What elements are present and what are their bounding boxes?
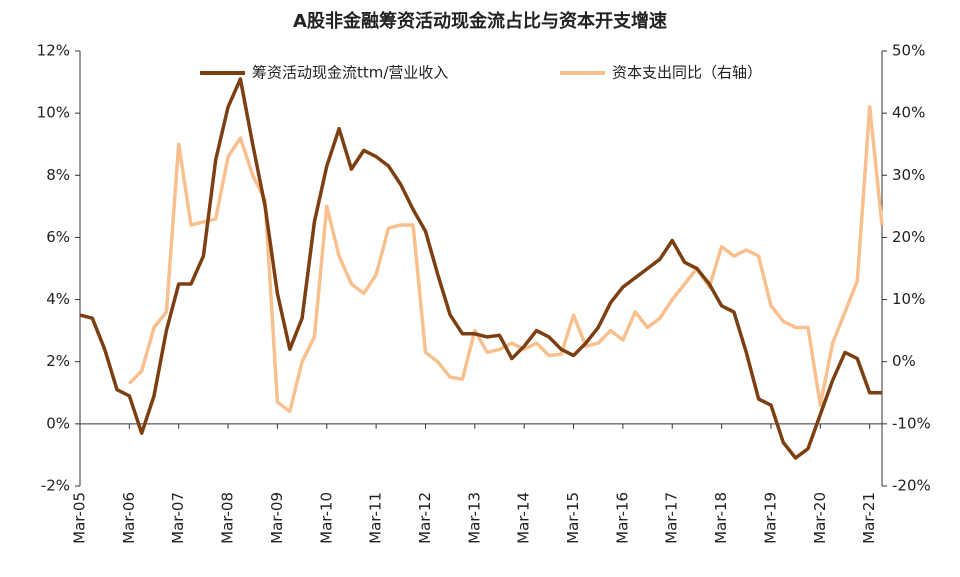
x-tick-label: Mar-19 [761, 492, 779, 544]
y2-tick-label: 40% [892, 104, 925, 122]
x-tick-label: Mar-07 [169, 492, 187, 544]
x-tick-label: Mar-08 [219, 492, 237, 544]
x-tick-label: Mar-12 [416, 492, 434, 544]
x-tick-label: Mar-09 [268, 492, 286, 544]
y-tick-label: 8% [46, 166, 70, 184]
y-tick-label: 0% [46, 414, 70, 432]
y-tick-label: 4% [46, 290, 70, 308]
y2-tick-label: -20% [892, 477, 931, 495]
y2-tick-label: -10% [892, 414, 931, 432]
legend-label: 资本支出同比（右轴） [612, 64, 762, 82]
y2-tick-label: 30% [892, 166, 925, 184]
x-tick-label: Mar-16 [613, 492, 631, 544]
x-tick-label: Mar-17 [663, 492, 681, 544]
x-tick-label: Mar-18 [712, 492, 730, 544]
y-tick-label: 10% [37, 104, 70, 122]
x-tick-label: Mar-05 [71, 492, 89, 544]
x-tick-label: Mar-20 [811, 492, 829, 544]
x-tick-label: Mar-15 [564, 492, 582, 544]
y-tick-label: 12% [37, 42, 70, 60]
y-tick-label: 2% [46, 352, 70, 370]
y-tick-label: -2% [41, 477, 70, 495]
y-tick-label: 6% [46, 228, 70, 246]
x-tick-label: Mar-14 [515, 492, 533, 544]
x-tick-label: Mar-11 [367, 492, 385, 544]
x-tick-label: Mar-06 [120, 492, 138, 544]
x-tick-label: Mar-13 [465, 492, 483, 544]
x-tick-label: Mar-10 [317, 492, 335, 544]
series-line [79, 77, 882, 460]
y2-tick-label: 10% [892, 290, 925, 308]
x-tick-label: Mar-21 [860, 492, 878, 544]
y2-tick-label: 20% [892, 228, 925, 246]
y2-tick-label: 0% [892, 352, 916, 370]
chart-title: A股非金融筹资活动现金流占比与资本开支增速 [293, 10, 667, 32]
series-line [128, 105, 884, 414]
y2-tick-label: 50% [892, 42, 925, 60]
legend-label: 筹资活动现金流ttm/营业收入 [252, 64, 448, 82]
